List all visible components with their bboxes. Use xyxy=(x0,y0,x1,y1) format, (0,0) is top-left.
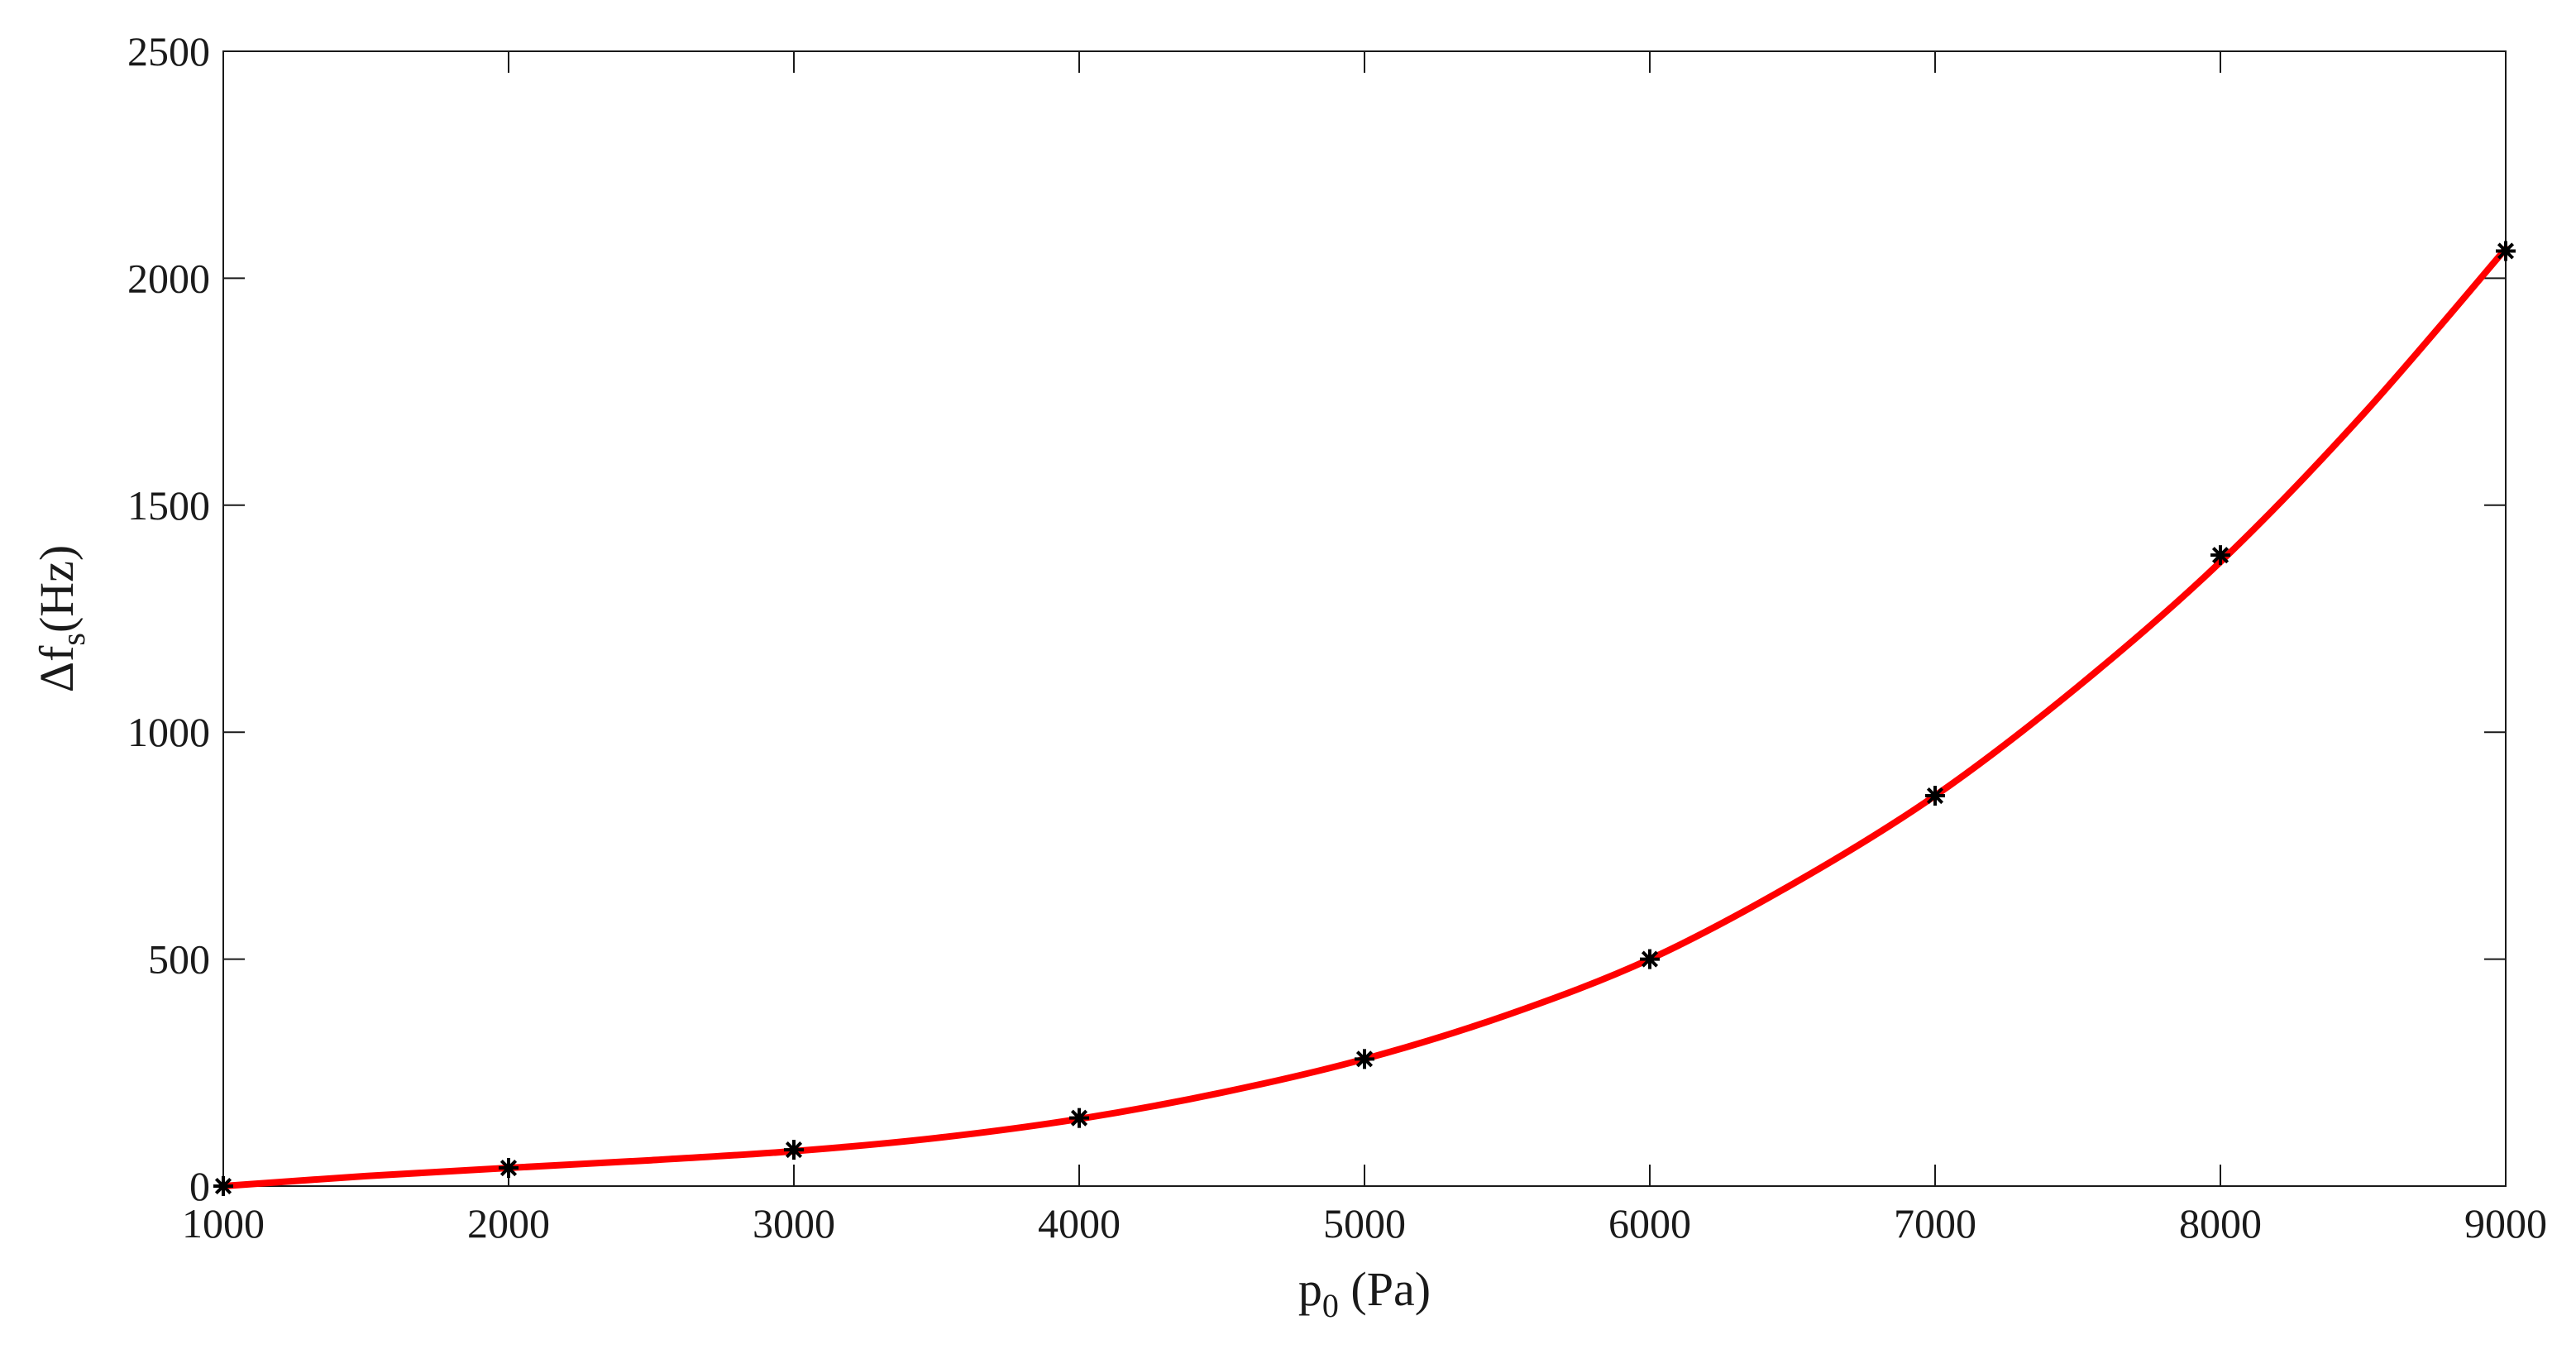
x-tick-label: 8000 xyxy=(2179,1200,2262,1246)
y-tick-label: 1000 xyxy=(127,709,210,755)
fit-curve xyxy=(220,245,2509,1189)
data-point-marker xyxy=(499,1158,519,1179)
y-axis-label-prefix: Δf xyxy=(30,645,84,692)
x-axis-label-prefix: p xyxy=(1298,1262,1322,1316)
y-tick-label: 2500 xyxy=(127,28,210,74)
y-tick-label: 1500 xyxy=(127,482,210,529)
x-tick-label: 4000 xyxy=(1038,1200,1121,1246)
data-point-marker xyxy=(2210,545,2230,566)
y-tick-label: 500 xyxy=(148,936,210,983)
marker-stroke xyxy=(214,1177,232,1195)
data-point-marker xyxy=(1069,1108,1089,1128)
y-axis-ticks: 0 500 1000 1500 2000 2500 xyxy=(127,28,2506,1209)
plot-area xyxy=(222,50,2507,1187)
y-axis-label-suffix: (Hz) xyxy=(30,545,84,633)
marker-stroke xyxy=(499,1159,518,1177)
data-point-marker xyxy=(1925,786,1945,806)
x-tick-label: 5000 xyxy=(1323,1200,1406,1246)
x-tick-label: 6000 xyxy=(1608,1200,1691,1246)
marker-stroke xyxy=(785,1141,803,1159)
data-point-marker xyxy=(213,1176,233,1196)
x-axis-ticks: 1000 2000 3000 4000 5000 6000 7000 8000 9000 xyxy=(182,51,2547,1246)
data-point-marker xyxy=(784,1140,804,1160)
y-axis-label: Δfs(Hz) xyxy=(30,545,92,692)
marker-stroke xyxy=(2211,547,2230,564)
x-tick-label: 3000 xyxy=(753,1200,835,1246)
marker-stroke xyxy=(1070,1109,1088,1127)
data-point-marker xyxy=(1355,1049,1374,1069)
marker-stroke xyxy=(2497,242,2515,260)
x-tick-label: 9000 xyxy=(2464,1200,2547,1246)
x-tick-label: 7000 xyxy=(1894,1200,1976,1246)
x-axis-label: p0 (Pa) xyxy=(1298,1262,1431,1324)
y-axis-label-subscript: s xyxy=(55,633,92,646)
series-layer xyxy=(213,241,2516,1196)
x-axis-label-subscript: 0 xyxy=(1322,1287,1339,1324)
marker-stroke xyxy=(1641,950,1659,968)
y-tick-label: 2000 xyxy=(127,255,210,301)
x-axis-label-suffix: (Pa) xyxy=(1339,1262,1431,1316)
x-tick-label: 2000 xyxy=(467,1200,550,1246)
marker-stroke xyxy=(1355,1050,1374,1068)
data-point-marker xyxy=(2496,241,2516,261)
marker-stroke xyxy=(1926,787,1944,805)
y-tick-label: 0 xyxy=(189,1163,210,1209)
x-tick-label: 1000 xyxy=(182,1200,265,1246)
data-point-marker xyxy=(1640,949,1660,969)
